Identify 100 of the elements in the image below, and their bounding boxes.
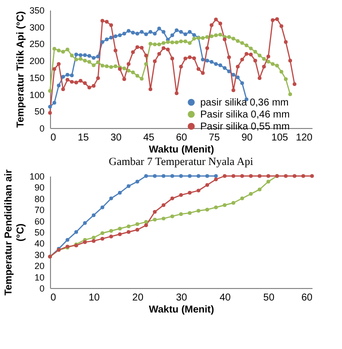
point bbox=[109, 65, 114, 69]
point bbox=[114, 34, 118, 38]
point bbox=[104, 64, 109, 68]
point bbox=[61, 50, 65, 54]
y-tick-label: 60 bbox=[34, 216, 44, 226]
y-tick-label: 250 bbox=[29, 39, 44, 50]
point bbox=[196, 67, 200, 71]
point bbox=[56, 62, 61, 66]
point bbox=[205, 208, 210, 212]
point bbox=[66, 238, 70, 242]
point bbox=[179, 39, 183, 44]
point bbox=[126, 29, 130, 33]
point bbox=[70, 80, 74, 84]
point bbox=[205, 35, 210, 39]
point bbox=[222, 37, 227, 42]
point bbox=[236, 39, 240, 43]
point bbox=[87, 86, 92, 90]
point bbox=[66, 48, 70, 52]
point bbox=[96, 54, 100, 58]
point bbox=[140, 30, 144, 34]
point bbox=[183, 56, 188, 60]
point bbox=[205, 174, 210, 178]
point bbox=[126, 184, 130, 188]
point bbox=[52, 46, 56, 51]
point bbox=[188, 30, 192, 34]
point bbox=[114, 64, 118, 68]
point bbox=[162, 41, 166, 45]
x-tick-label: 30 bbox=[176, 292, 188, 304]
point bbox=[83, 240, 87, 244]
point bbox=[222, 203, 227, 207]
point bbox=[66, 72, 70, 77]
point bbox=[253, 50, 258, 54]
point bbox=[109, 229, 114, 233]
point bbox=[179, 174, 183, 178]
y-axis-title: Temperatur Pendidihan air (°C) bbox=[3, 169, 26, 296]
y-tick-label: 100 bbox=[29, 172, 44, 182]
point bbox=[218, 63, 222, 68]
x-axis-title: Waktu (Menit) bbox=[148, 144, 214, 156]
point bbox=[170, 174, 174, 178]
x-tick-label: 15 bbox=[78, 132, 90, 144]
point bbox=[131, 50, 135, 54]
point bbox=[270, 62, 275, 66]
point bbox=[61, 74, 65, 79]
point bbox=[253, 58, 258, 62]
point bbox=[258, 54, 262, 58]
point bbox=[48, 110, 52, 115]
point bbox=[183, 32, 188, 36]
point bbox=[135, 228, 140, 232]
point bbox=[96, 76, 100, 80]
point bbox=[92, 63, 96, 68]
point bbox=[100, 64, 104, 68]
point bbox=[162, 216, 166, 220]
x-tick-label: 30 bbox=[110, 132, 122, 144]
y-tick-label: 350 bbox=[29, 6, 44, 16]
point bbox=[240, 58, 244, 62]
y-tick-label: 10 bbox=[34, 272, 44, 282]
point bbox=[140, 76, 144, 81]
x-tick-label: 90 bbox=[241, 132, 253, 144]
point bbox=[218, 22, 222, 26]
x-tick-label: 0 bbox=[50, 132, 56, 144]
point bbox=[205, 46, 210, 50]
y-tick-label: 50 bbox=[34, 228, 44, 238]
point bbox=[48, 104, 52, 109]
point bbox=[170, 40, 174, 44]
point bbox=[126, 224, 130, 228]
point bbox=[144, 32, 148, 36]
point bbox=[87, 54, 92, 58]
point bbox=[192, 36, 196, 41]
point bbox=[284, 77, 288, 81]
text: Gambar 7 Temperatur Nyala Api bbox=[108, 156, 254, 168]
point bbox=[78, 57, 82, 61]
point bbox=[87, 60, 92, 64]
point bbox=[118, 190, 122, 195]
point bbox=[196, 188, 200, 192]
point bbox=[205, 183, 210, 187]
point bbox=[144, 54, 148, 58]
point bbox=[152, 218, 157, 222]
point bbox=[183, 39, 188, 44]
x-tick-label: 75 bbox=[208, 132, 220, 144]
point bbox=[56, 84, 61, 88]
point bbox=[92, 84, 96, 88]
point bbox=[262, 64, 266, 69]
point bbox=[258, 76, 262, 80]
point bbox=[188, 190, 192, 195]
point bbox=[152, 42, 157, 46]
y-tick-label: 40 bbox=[34, 238, 44, 249]
point bbox=[52, 100, 56, 105]
point bbox=[100, 205, 104, 210]
point bbox=[210, 34, 214, 38]
point bbox=[92, 236, 96, 240]
point bbox=[214, 18, 218, 22]
point bbox=[144, 223, 148, 228]
point bbox=[188, 211, 192, 215]
point bbox=[280, 24, 284, 28]
point bbox=[131, 30, 135, 34]
y-tick-label: 100 bbox=[29, 90, 44, 100]
point bbox=[170, 214, 174, 218]
point bbox=[74, 80, 78, 84]
point bbox=[196, 208, 200, 213]
point bbox=[292, 174, 296, 178]
